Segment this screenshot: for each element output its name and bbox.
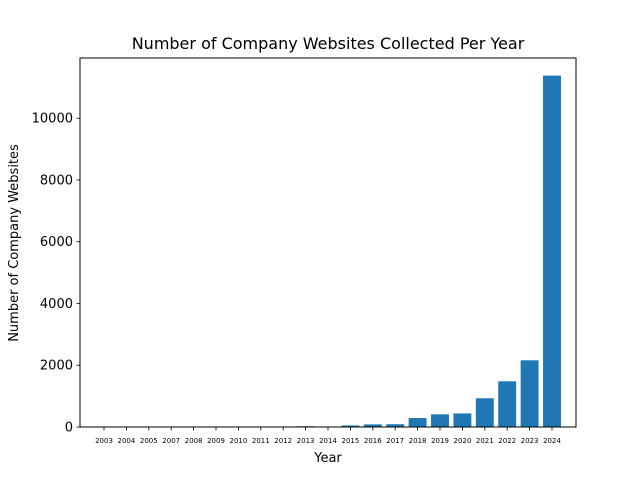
y-tick-label-8000: 8000 <box>40 173 73 188</box>
bar-2020 <box>453 413 472 427</box>
x-tick-label-2024: 2024 <box>543 437 561 445</box>
bars-layer <box>95 75 561 427</box>
x-axis-ticks: 2003 2004 2005 2007 2008 2009 2010 2011 2012 2013… <box>95 427 561 445</box>
bar-2016 <box>363 424 382 427</box>
x-tick-label-2022: 2022 <box>498 437 516 445</box>
y-tick-label-6000: 6000 <box>40 235 73 250</box>
x-tick-label-2019: 2019 <box>431 437 449 445</box>
y-tick-label-2000: 2000 <box>40 359 73 374</box>
x-tick-label-2020: 2020 <box>453 437 471 445</box>
x-tick-label-2003: 2003 <box>95 437 113 445</box>
bar-2018 <box>408 418 427 427</box>
x-tick-label-2015: 2015 <box>341 437 359 445</box>
x-tick-label-2010: 2010 <box>229 437 247 445</box>
x-tick-label-2005: 2005 <box>140 437 158 445</box>
y-tick-label-10000: 10000 <box>32 112 73 127</box>
bar-2021 <box>475 398 494 427</box>
x-tick-label-2009: 2009 <box>207 437 225 445</box>
chart-title: Number of Company Websites Collected Per… <box>132 34 525 53</box>
x-tick-label-2018: 2018 <box>409 437 427 445</box>
y-axis-ticks: 0 2000 4000 6000 8000 10000 <box>32 112 80 436</box>
x-tick-label-2021: 2021 <box>476 437 494 445</box>
x-tick-label-2013: 2013 <box>297 437 315 445</box>
x-tick-label-2014: 2014 <box>319 437 337 445</box>
y-axis-label: Number of Company Websites <box>7 144 22 342</box>
x-tick-label-2008: 2008 <box>185 437 203 445</box>
x-tick-label-2011: 2011 <box>252 437 270 445</box>
bar-2019 <box>431 414 449 427</box>
plot-area-frame <box>79 57 577 428</box>
x-tick-label-2012: 2012 <box>274 437 292 445</box>
bar-2017 <box>386 424 405 427</box>
bar-2015 <box>341 425 360 427</box>
y-tick-label-4000: 4000 <box>40 297 73 312</box>
x-axis-label: Year <box>313 451 342 466</box>
bar-2023 <box>520 360 539 427</box>
bar-2022 <box>498 381 517 427</box>
x-tick-label-2017: 2017 <box>386 437 404 445</box>
x-tick-label-2004: 2004 <box>117 437 135 445</box>
x-tick-label-2016: 2016 <box>364 437 382 445</box>
y-tick-label-0: 0 <box>65 421 73 436</box>
x-tick-label-2007: 2007 <box>162 437 180 445</box>
x-tick-label-2023: 2023 <box>521 437 539 445</box>
bar-2024 <box>543 75 561 427</box>
